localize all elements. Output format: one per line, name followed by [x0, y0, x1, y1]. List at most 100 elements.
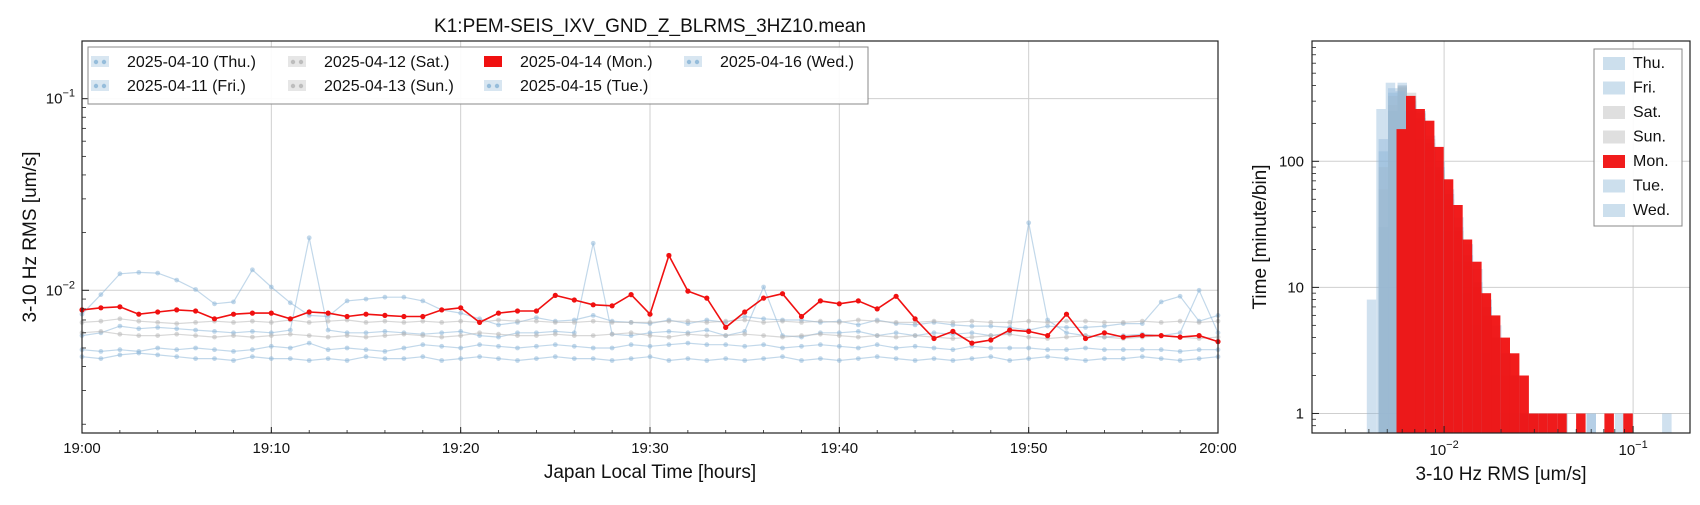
legend-swatch	[288, 56, 306, 67]
legend-marker	[494, 83, 500, 89]
legend-marker	[290, 83, 296, 89]
legend-marker	[93, 83, 99, 89]
series-point	[1139, 318, 1145, 324]
series-point	[193, 356, 199, 361]
series-point	[155, 270, 161, 276]
histogram-legend-swatch	[1603, 204, 1625, 217]
series-point	[912, 343, 918, 349]
series-point	[780, 354, 785, 360]
timeseries-panel: 19:00 19:10 19:20 19:30 19:40 19:50 20:00 10−2…	[20, 16, 1237, 483]
legend-marker	[101, 59, 107, 65]
series-point	[988, 345, 994, 351]
series-point	[666, 318, 672, 324]
series-point	[534, 356, 539, 361]
series-point	[647, 354, 653, 360]
series-point	[893, 320, 899, 325]
legend-marker	[486, 83, 492, 89]
series-point	[98, 356, 104, 361]
histogram-legend-label: Tue.	[1633, 178, 1664, 195]
series-point	[628, 330, 634, 336]
series-point	[836, 358, 842, 363]
series-point	[761, 320, 766, 325]
series-point	[647, 320, 653, 325]
series-point	[1026, 345, 1032, 351]
series-point	[98, 305, 104, 311]
series-point	[912, 333, 918, 338]
series-point	[609, 320, 615, 325]
histogram-bar	[1509, 353, 1520, 433]
series-point	[1196, 287, 1202, 293]
series-point	[742, 358, 748, 363]
series-point	[193, 345, 199, 351]
series-point	[117, 316, 123, 322]
series-point	[836, 333, 842, 338]
series-point	[628, 320, 634, 325]
histogram-bar	[1614, 413, 1625, 433]
series-point	[552, 331, 558, 337]
series-point	[117, 304, 123, 310]
series-point	[344, 298, 350, 304]
series-point	[458, 356, 464, 361]
series-point	[817, 298, 824, 304]
series-point	[1139, 354, 1145, 360]
legend-swatch	[484, 56, 502, 67]
series-point	[117, 347, 123, 353]
series-point	[155, 352, 161, 358]
series-point	[818, 356, 823, 361]
series-point	[666, 334, 672, 340]
timeseries-x-tick-label: 19:00	[63, 440, 101, 457]
series-point	[742, 314, 748, 319]
series-point	[590, 356, 596, 361]
series-point	[988, 320, 994, 325]
series-point	[477, 316, 482, 322]
series-point	[477, 342, 482, 348]
series-point	[988, 323, 994, 329]
series-point	[401, 294, 407, 300]
series-point	[628, 342, 634, 348]
series-point	[325, 356, 331, 361]
histogram-x-axis-label: 3-10 Hz RMS [um/s]	[1415, 464, 1586, 485]
series-point	[268, 356, 274, 361]
series-point	[287, 300, 293, 306]
series-point	[534, 318, 539, 324]
histogram-bar	[1491, 315, 1501, 433]
series-point	[306, 340, 312, 346]
series-point	[609, 358, 615, 363]
histogram-bar	[1538, 413, 1548, 433]
series-point	[742, 317, 748, 323]
series-point	[268, 320, 274, 325]
legend-marker	[694, 59, 700, 65]
histogram-y-axis-label: Time [minute/bin]	[1250, 164, 1271, 309]
series-point	[1064, 318, 1069, 324]
series-point	[496, 322, 501, 328]
series-point	[306, 309, 312, 315]
series-point	[685, 340, 691, 346]
series-point	[988, 354, 994, 360]
series-point	[1177, 334, 1183, 340]
series-point	[363, 347, 369, 353]
series-point	[836, 343, 842, 349]
series-point	[344, 358, 350, 363]
histogram-bar	[1378, 151, 1389, 434]
series-point	[401, 331, 407, 337]
series-point	[1102, 356, 1107, 361]
histogram-bar	[1388, 104, 1398, 434]
histogram-bar	[1388, 92, 1398, 433]
series-point	[1139, 333, 1145, 339]
series-point	[893, 356, 899, 361]
series-point	[666, 329, 672, 334]
series-point	[931, 345, 937, 351]
series-point	[306, 333, 312, 338]
histogram-legend-label: Sun.	[1633, 129, 1666, 146]
histogram-bar	[1472, 261, 1482, 433]
series-point	[439, 343, 445, 349]
series-point	[1196, 347, 1202, 353]
histogram-bar	[1388, 88, 1398, 433]
histogram-legend-swatch	[1603, 106, 1625, 119]
series-point	[212, 356, 217, 361]
series-point	[420, 333, 426, 338]
series-point	[874, 342, 880, 348]
series-point	[515, 318, 520, 324]
histogram-legend-label: Fri.	[1633, 80, 1656, 97]
